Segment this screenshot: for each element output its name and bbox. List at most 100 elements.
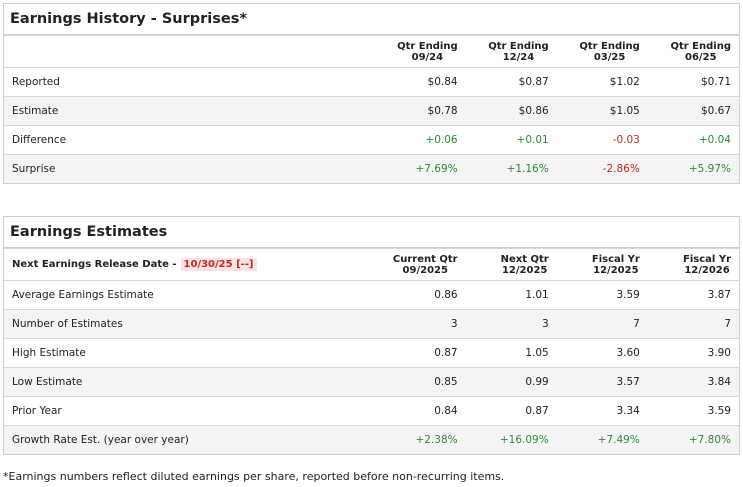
cell-value: 0.86 bbox=[374, 280, 466, 310]
column-header: Current Qtr 09/2025 bbox=[374, 248, 466, 281]
cell-value: $0.78 bbox=[374, 96, 466, 126]
panel-title: Earnings Estimates bbox=[4, 217, 739, 248]
cell-value: 1.01 bbox=[465, 280, 557, 310]
header-line: Qtr Ending bbox=[397, 40, 458, 52]
row-label: High Estimate bbox=[4, 338, 375, 368]
header-label-cell bbox=[4, 35, 375, 68]
header-block: Fiscal Yr 12/2026 bbox=[683, 254, 731, 276]
row-label: Number of Estimates bbox=[4, 309, 375, 339]
data-row: Surprise +7.69% +1.16% -2.86% +5.97% bbox=[4, 154, 739, 183]
cell-value: 3.34 bbox=[556, 396, 648, 426]
data-row: Estimate $0.78 $0.86 $1.05 $0.67 bbox=[4, 96, 739, 126]
cell-value: +16.09% bbox=[465, 425, 557, 454]
row-label: Surprise bbox=[4, 154, 375, 183]
header-line: Qtr Ending bbox=[579, 40, 640, 52]
release-label: Next Earnings Release Date - bbox=[12, 259, 177, 270]
header-line: Fiscal Yr bbox=[683, 253, 731, 265]
header-line: Current Qtr bbox=[392, 253, 458, 265]
cell-value: +5.97% bbox=[647, 154, 739, 183]
cell-value: 0.85 bbox=[374, 367, 466, 397]
column-header: Qtr Ending 12/24 bbox=[465, 35, 557, 68]
column-header: Qtr Ending 03/25 bbox=[556, 35, 648, 68]
header-row: Next Earnings Release Date -10/30/25 [--… bbox=[4, 248, 739, 281]
data-row: High Estimate 0.87 1.05 3.60 3.90 bbox=[4, 338, 739, 368]
history-table: Qtr Ending 09/24 Qtr Ending 12/24 Qtr Ending… bbox=[4, 35, 739, 183]
cell-value: $1.05 bbox=[556, 96, 648, 126]
cell-value: 3.90 bbox=[647, 338, 739, 368]
row-label: Reported bbox=[4, 67, 375, 97]
data-row: Average Earnings Estimate 0.86 1.01 3.59 3.8… bbox=[4, 280, 739, 310]
cell-value: 3.59 bbox=[647, 396, 739, 426]
row-label: Growth Rate Est. (year over year) bbox=[4, 425, 375, 454]
cell-value: 3.59 bbox=[556, 280, 648, 310]
cell-value: 3.87 bbox=[647, 280, 739, 310]
header-line: Qtr Ending bbox=[488, 40, 549, 52]
row-label: Difference bbox=[4, 125, 375, 155]
cell-value: $1.02 bbox=[556, 67, 648, 97]
header-line: 09/2025 bbox=[402, 264, 448, 276]
column-header: Next Qtr 12/2025 bbox=[465, 248, 557, 281]
release-date: 10/30/25 [--] bbox=[180, 258, 257, 271]
header-block: Fiscal Yr 12/2025 bbox=[592, 254, 640, 276]
header-label-cell: Next Earnings Release Date -10/30/25 [--… bbox=[4, 248, 375, 281]
header-line: 09/24 bbox=[411, 51, 444, 63]
header-line: 12/2026 bbox=[684, 264, 730, 276]
cell-value: 0.87 bbox=[374, 338, 466, 368]
column-header: Qtr Ending 09/24 bbox=[374, 35, 466, 68]
cell-value: 7 bbox=[556, 309, 648, 339]
cell-value: +7.80% bbox=[647, 425, 739, 454]
cell-value: 3.60 bbox=[556, 338, 648, 368]
cell-value: +0.01 bbox=[465, 125, 557, 155]
data-row: Prior Year 0.84 0.87 3.34 3.59 bbox=[4, 396, 739, 426]
header-line: Next Qtr bbox=[500, 253, 549, 265]
cell-value: 0.87 bbox=[465, 396, 557, 426]
header-line: Qtr Ending bbox=[670, 40, 731, 52]
cell-value: +7.69% bbox=[374, 154, 466, 183]
cell-value: 0.84 bbox=[374, 396, 466, 426]
cell-value: +1.16% bbox=[465, 154, 557, 183]
header-row: Qtr Ending 09/24 Qtr Ending 12/24 Qtr Ending… bbox=[4, 35, 739, 68]
header-line: 03/25 bbox=[593, 51, 626, 63]
cell-value: +0.06 bbox=[374, 125, 466, 155]
header-block: Qtr Ending 03/25 bbox=[579, 41, 640, 63]
cell-value: +2.38% bbox=[374, 425, 466, 454]
estimates-table: Next Earnings Release Date -10/30/25 [--… bbox=[4, 248, 739, 454]
cell-value: $0.86 bbox=[465, 96, 557, 126]
cell-value: 0.99 bbox=[465, 367, 557, 397]
data-row: Reported $0.84 $0.87 $1.02 $0.71 bbox=[4, 67, 739, 97]
cell-value: 1.05 bbox=[465, 338, 557, 368]
cell-value: -0.03 bbox=[556, 125, 648, 155]
data-row: Low Estimate 0.85 0.99 3.57 3.84 bbox=[4, 367, 739, 397]
header-line: 06/25 bbox=[685, 51, 717, 63]
cell-value: $0.87 bbox=[465, 67, 557, 97]
header-line: 12/2025 bbox=[593, 264, 639, 276]
row-label: Prior Year bbox=[4, 396, 375, 426]
header-line: 12/2025 bbox=[501, 264, 548, 276]
column-header: Qtr Ending 06/25 bbox=[647, 35, 739, 68]
data-row: Difference +0.06 +0.01 -0.03 +0.04 bbox=[4, 125, 739, 155]
history-panel: Earnings History - Surprises* Qtr Ending… bbox=[3, 3, 740, 184]
header-block: Qtr Ending 06/25 bbox=[670, 41, 731, 63]
panel-title: Earnings History - Surprises* bbox=[4, 4, 739, 35]
header-block: Next Qtr 12/2025 bbox=[501, 254, 549, 276]
cell-value: 3 bbox=[374, 309, 466, 339]
data-row: Growth Rate Est. (year over year) +2.38% +… bbox=[4, 425, 739, 454]
row-label: Low Estimate bbox=[4, 367, 375, 397]
cell-value: 3.84 bbox=[647, 367, 739, 397]
row-label: Average Earnings Estimate bbox=[4, 280, 375, 310]
header-block: Qtr Ending 12/24 bbox=[488, 41, 549, 63]
estimates-panel: Earnings Estimates Next Earnings Release… bbox=[3, 216, 740, 455]
header-block: Qtr Ending 09/24 bbox=[397, 41, 458, 63]
column-header: Fiscal Yr 12/2025 bbox=[556, 248, 648, 281]
header-block: Current Qtr 09/2025 bbox=[393, 254, 458, 276]
header-line: 12/24 bbox=[502, 51, 535, 63]
cell-value: +0.04 bbox=[647, 125, 739, 155]
cell-value: $0.67 bbox=[647, 96, 739, 126]
cell-value: 3.57 bbox=[556, 367, 648, 397]
header-line: Fiscal Yr bbox=[591, 253, 640, 265]
footnote: *Earnings numbers reflect diluted earnin… bbox=[3, 470, 505, 483]
cell-value: +7.49% bbox=[556, 425, 648, 454]
data-row: Number of Estimates 3 3 7 7 bbox=[4, 309, 739, 339]
cell-value: 3 bbox=[465, 309, 557, 339]
